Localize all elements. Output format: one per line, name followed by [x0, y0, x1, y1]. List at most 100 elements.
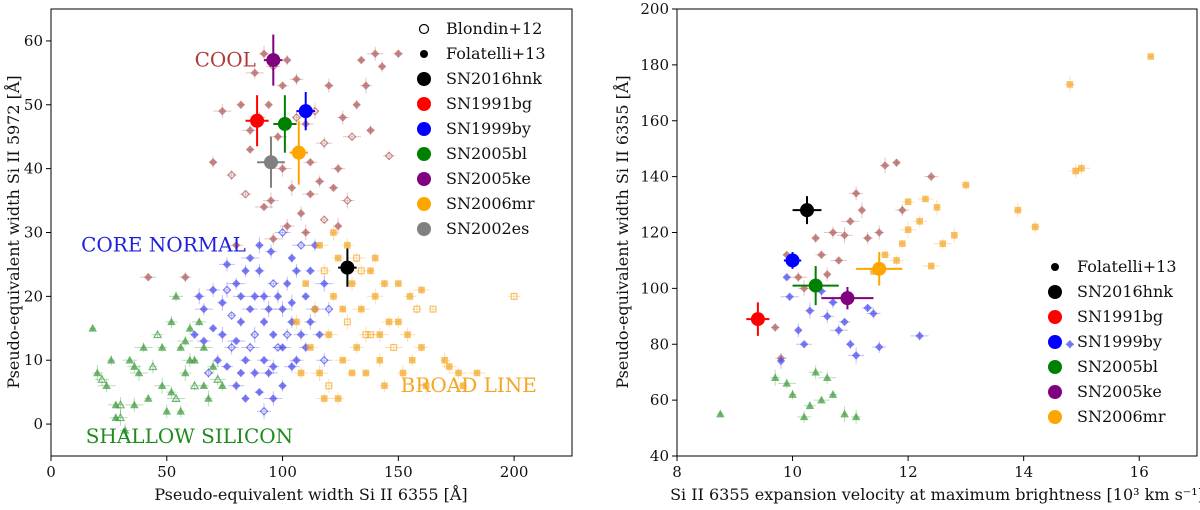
right-chart-point-cool [794, 273, 803, 282]
left-chart-point-broad-line [302, 280, 309, 287]
right-chart-point-shallow-silicon [716, 409, 725, 418]
left-chart-point-cool [361, 81, 371, 90]
left-chart-point-core-normal [278, 381, 287, 390]
right-chart-point-core-normal [915, 331, 924, 341]
right-chart-point-cool [840, 231, 849, 240]
left-chart-point-core-normal [236, 368, 246, 378]
right-chart-point-sn2006mr [856, 252, 903, 286]
left-chart-point-core-normal [301, 292, 310, 301]
right-chart-xtick-label: 10 [783, 463, 802, 481]
left-chart-point-broad-line [413, 305, 421, 313]
left-chart-point-core-normal [245, 304, 255, 314]
left-chart-point-core-normal [255, 266, 264, 275]
left-chart-point-core-normal [245, 253, 255, 263]
right-chart-legend-item-sn2005ke: SN2005ke [1048, 382, 1162, 401]
left-chart-point-broad-line [362, 331, 370, 339]
right-chart-legend-marker [1048, 360, 1062, 374]
right-chart-legend-item-sn2016hnk: SN2016hnk [1048, 282, 1173, 301]
right-chart-legend-item-sn2006mr: SN2006mr [1048, 407, 1166, 426]
right-chart-point-sn2016hnk [792, 196, 822, 225]
left-chart-marker-sn2002es [263, 155, 278, 170]
left-chart-point-cool [319, 138, 329, 148]
left-chart-point-cool [301, 228, 310, 237]
left-chart-point-shallow-silicon [208, 362, 218, 370]
left-chart-point-core-normal [241, 266, 250, 275]
left-chart-point-broad-line [399, 369, 407, 377]
right-chart-legend-label: SN2006mr [1077, 407, 1166, 426]
left-chart-legend-label: Folatelli+13 [446, 44, 546, 63]
left-chart-point-cool [278, 164, 287, 173]
left-chart-point-cool [377, 62, 387, 71]
left-chart-point-cool [250, 68, 259, 78]
right-chart-ytick-label: 200 [640, 0, 669, 18]
left-chart-point-cool [329, 183, 338, 192]
right-chart-legend-label: SN1991bg [1077, 307, 1163, 326]
right-chart-point-cool [817, 250, 826, 260]
left-chart-marker-sn2005bl [277, 116, 292, 131]
left-chart-point-cool [306, 158, 315, 167]
left-chart-legend-marker [417, 147, 431, 161]
right-chart-legend-marker [1051, 263, 1059, 271]
left-chart-region-core-normal: CORE NORMAL [81, 233, 246, 257]
left-chart-point-core-normal [255, 241, 264, 250]
left-chart-point-cool [319, 215, 329, 225]
left-chart-legend-item-sn2005ke: SN2005ke [417, 169, 531, 188]
left-chart-point-core-normal [255, 387, 264, 397]
right-chart-point-core-normal [823, 312, 832, 321]
left-chart-point-cool [259, 49, 269, 58]
left-chart-point-core-normal [227, 342, 237, 352]
left-chart-point-broad-line [307, 344, 314, 351]
left-chart-point-broad-line [293, 318, 300, 326]
left-chart-point-shallow-silicon [181, 336, 190, 345]
right-chart-point-broad-line [1147, 53, 1155, 60]
left-chart-point-core-normal [287, 253, 296, 263]
left-chart-point-cool [236, 100, 246, 109]
left-chart-point-core-normal [259, 406, 269, 416]
right-chart-point-shallow-silicon [770, 373, 780, 382]
right-chart-point-broad-line [1072, 167, 1079, 175]
left-chart-point-core-normal [283, 279, 292, 288]
right-chart-point-core-normal [840, 317, 849, 327]
left-chart-point-core-normal [269, 394, 278, 403]
left-chart-point-broad-line [367, 267, 374, 275]
left-chart-marker-sn2016hnk [340, 260, 355, 275]
left-chart-point-cool [306, 190, 315, 199]
right-chart-point-cool [828, 228, 838, 237]
left-chart-point-broad-line [429, 305, 437, 313]
right-chart-axes: 8 10 12 14 16 40 60 80 100 120 140 160 180 200 [640, 0, 1148, 481]
left-chart-xtick-label: 200 [500, 463, 529, 481]
left-chart-legend-item-sn1999by: SN1999by [417, 119, 531, 138]
left-chart-legend-label: SN1991bg [446, 94, 532, 113]
left-chart-point-cool [324, 81, 334, 90]
right-chart-point-cool [834, 256, 843, 265]
right-chart-xtick-label: 14 [1014, 463, 1033, 481]
left-chart-point-shallow-silicon [167, 317, 176, 326]
left-chart-series-broad-line [291, 224, 521, 405]
left-chart-point-core-normal [264, 368, 273, 378]
left-chart-point-shallow-silicon [148, 361, 158, 371]
left-chart-point-broad-line [367, 331, 375, 339]
left-chart-point-broad-line [510, 292, 518, 300]
left-chart-point-sn1991bg [245, 95, 269, 147]
left-chart-point-cool [283, 221, 292, 231]
left-chart-point-shallow-silicon [106, 355, 116, 364]
left-chart-point-core-normal [208, 285, 218, 295]
right-chart-point-broad-line [962, 181, 970, 189]
left-chart-point-broad-line [334, 395, 342, 402]
left-chart-point-shallow-silicon [93, 368, 102, 377]
right-chart-point-shallow-silicon [840, 409, 849, 418]
left-chart-point-broad-line [459, 382, 467, 390]
left-chart-point-broad-line [445, 363, 453, 370]
left-chart-point-core-normal [287, 298, 296, 307]
left-chart-axes: 0 50 100 150 200 0 10 20 30 40 50 60 [24, 32, 529, 481]
left-chart-legend-item-sn1991bg: SN1991bg [417, 94, 532, 113]
right-chart-point-sn2005ke [821, 286, 874, 310]
right-chart-point-shallow-silicon [805, 401, 815, 409]
left-chart-point-core-normal [292, 266, 301, 275]
left-chart-point-broad-line [371, 293, 379, 300]
right-chart-point-cool [846, 217, 855, 226]
left-chart-point-shallow-silicon [130, 362, 139, 370]
left-chart-point-core-normal [218, 298, 227, 307]
right-chart-point-cool [898, 205, 907, 215]
left-chart-point-core-normal [259, 317, 269, 327]
